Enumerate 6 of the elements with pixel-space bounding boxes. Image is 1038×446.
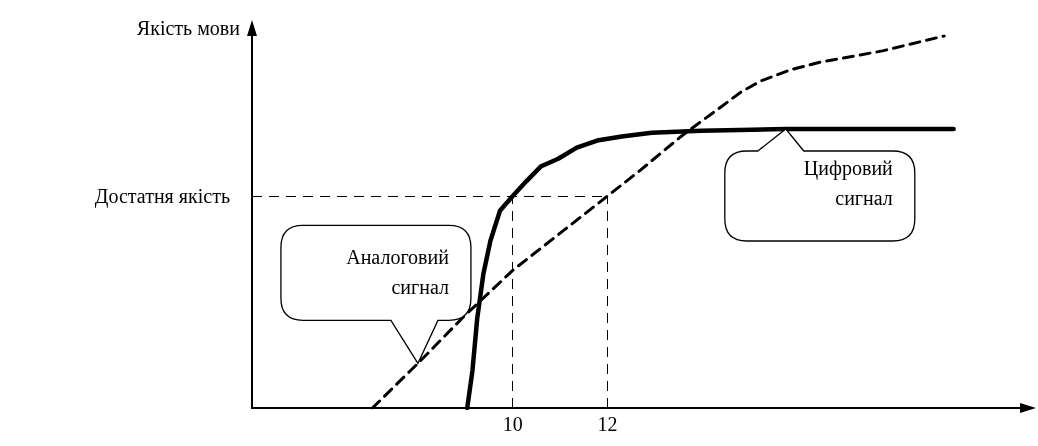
series-label: Аналоговий сигнал [346, 245, 449, 301]
x-tick-label: 12 [597, 413, 618, 435]
ref-line-label: Достатня якість [94, 184, 230, 208]
series-label: Цифровий сигнал [803, 156, 893, 211]
y-axis-title: Якість мови [136, 17, 241, 39]
x-tick-label: 10 [502, 413, 523, 435]
